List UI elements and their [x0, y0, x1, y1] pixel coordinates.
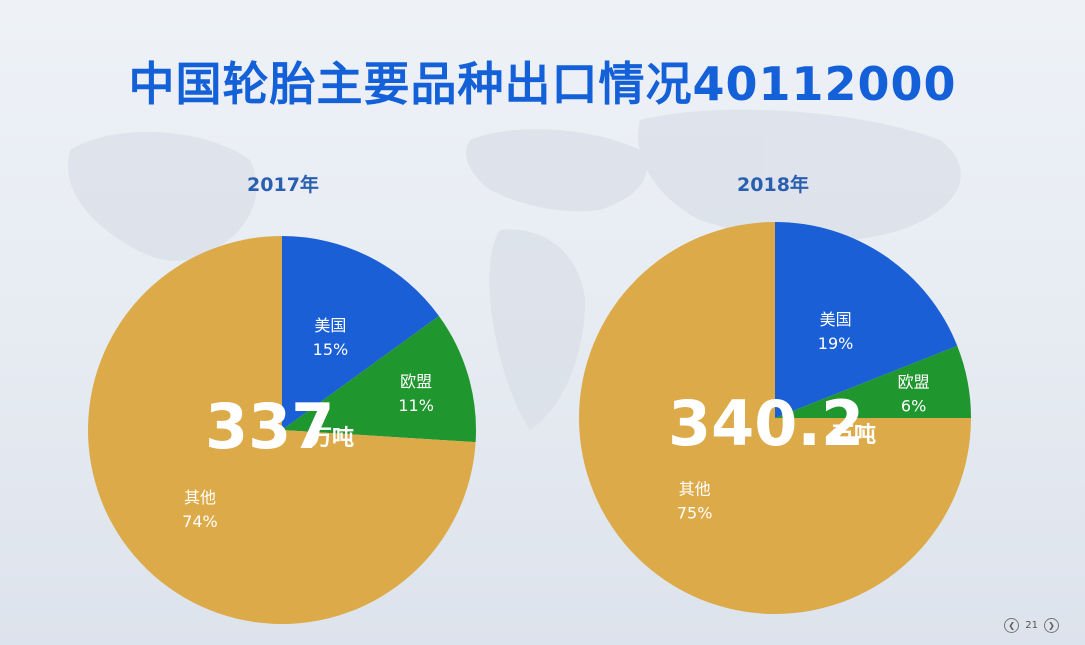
page-number: 21 — [1025, 620, 1038, 631]
pie-slice-0-1 — [282, 315, 476, 443]
slice-label-1-1: 欧盟 — [898, 373, 930, 392]
pie-slice-0-2 — [87, 236, 476, 624]
slice-value-1-0: 19% — [818, 334, 854, 353]
slice-label-0-0: 美国 — [314, 316, 346, 335]
slice-label-1-2: 其他 — [679, 479, 711, 498]
pie-slice-1-2 — [579, 222, 971, 614]
chevron-left-icon[interactable]: ❮ — [1004, 618, 1020, 633]
chart-title-2017: 2017年 — [247, 174, 319, 196]
pie-slice-0-0 — [282, 236, 439, 430]
pie-slice-1-1 — [775, 345, 971, 418]
slice-value-1-1: 6% — [901, 397, 926, 416]
slice-value-0-2: 74% — [182, 512, 218, 531]
total-value-1: 340.2 — [668, 387, 864, 460]
chevron-right-icon[interactable]: ❯ — [1044, 618, 1059, 633]
chart-title-2018: 2018年 — [737, 174, 809, 196]
total-unit-0: 万吨 — [309, 426, 354, 451]
total-unit-1: 万吨 — [831, 423, 876, 448]
slice-value-0-1: 11% — [398, 396, 434, 415]
slice-value-0-0: 15% — [313, 340, 349, 359]
slice-value-1-2: 75% — [677, 503, 713, 522]
slice-label-0-1: 欧盟 — [400, 372, 432, 391]
pager: ❮ 21 ❯ — [1004, 618, 1059, 633]
page-title: 中国轮胎主要品种出口情况40112000 — [128, 57, 957, 111]
pie-slice-1-0 — [775, 222, 958, 418]
slice-label-1-0: 美国 — [820, 310, 852, 329]
total-value-0: 337 — [205, 390, 334, 463]
slice-label-0-2: 其他 — [184, 488, 216, 507]
